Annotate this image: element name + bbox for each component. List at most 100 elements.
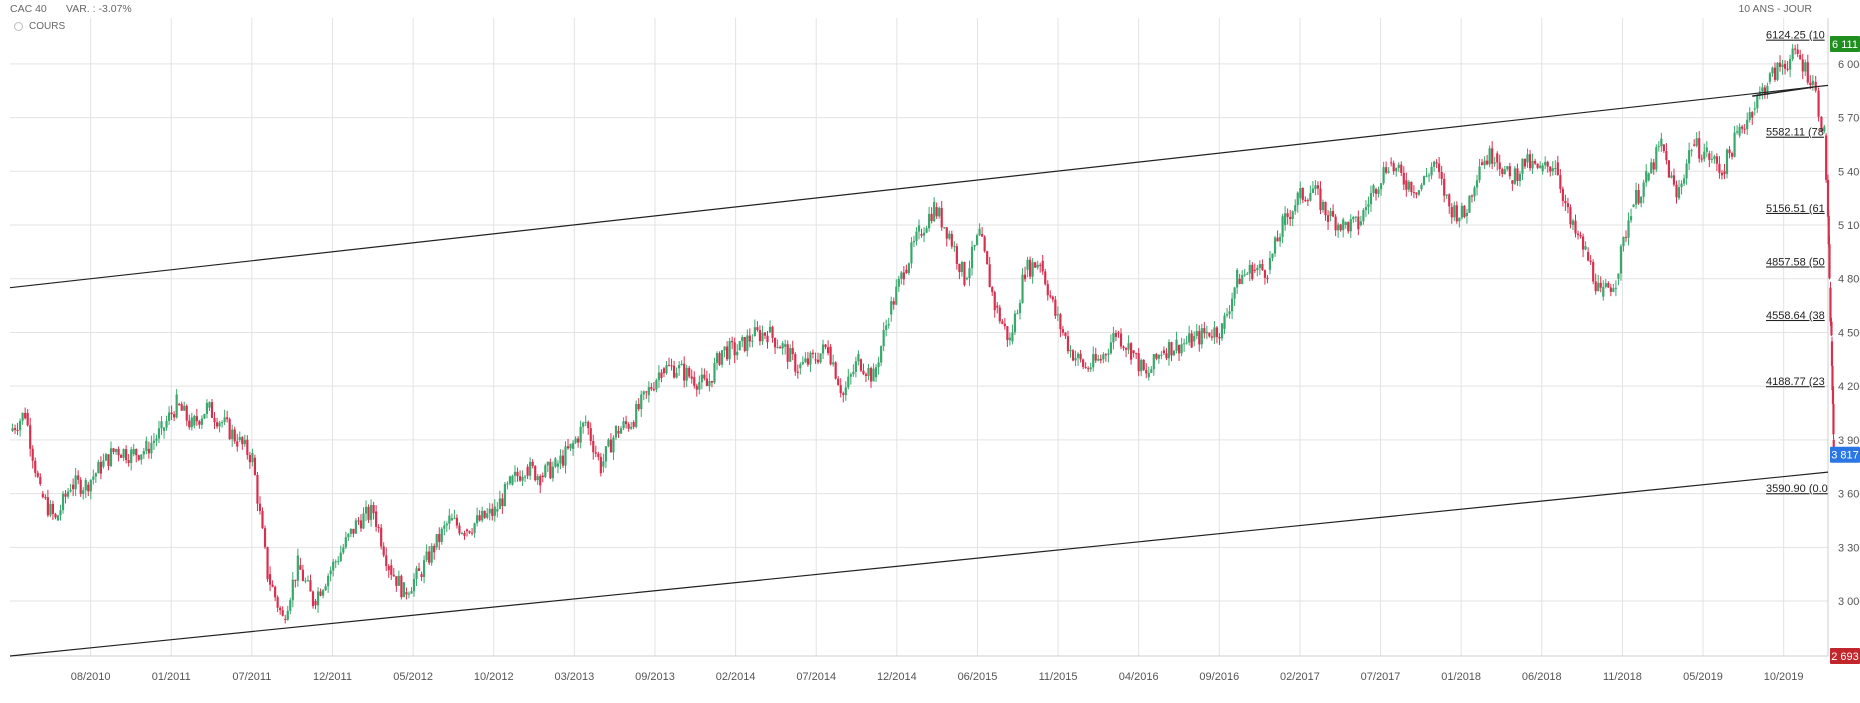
candle-body — [726, 346, 729, 360]
candle-body — [1642, 182, 1645, 197]
candle-body — [1811, 80, 1814, 85]
candle-body — [460, 532, 464, 534]
candle-body — [1612, 288, 1615, 292]
x-axis: 08/2010 01/2011 07/2011 12/2011 05/2012 10/20… — [71, 671, 1804, 683]
candle-body — [1531, 160, 1534, 169]
candle-body — [1289, 216, 1292, 219]
candle-body — [64, 493, 67, 497]
candle-body — [54, 513, 57, 518]
candle-body — [503, 484, 506, 507]
candle-body — [334, 561, 337, 563]
candle-body — [1574, 220, 1577, 234]
candle-body — [670, 365, 673, 367]
candle-body — [46, 497, 49, 516]
candle-body — [1607, 283, 1610, 288]
candle-body — [498, 498, 501, 510]
candle-body — [1698, 138, 1701, 159]
candle-body — [637, 403, 640, 410]
candle-body — [1180, 344, 1183, 354]
candle-body — [599, 456, 602, 474]
candle-body — [1397, 164, 1400, 168]
candle-body — [756, 327, 759, 331]
candle-body — [1069, 349, 1072, 352]
candle-body — [1480, 162, 1484, 166]
fib-level-label: 5582.11 (78 — [1766, 127, 1824, 139]
candle-body — [597, 453, 600, 457]
period-label[interactable]: 10 ANS - JOUR — [1738, 3, 1812, 15]
candle-body — [132, 449, 135, 455]
candle-body — [1145, 369, 1148, 374]
candle-body — [645, 391, 648, 393]
candle-body — [1021, 274, 1024, 303]
candle-body — [1385, 167, 1388, 173]
candle-body — [1672, 175, 1676, 185]
candle-body — [587, 421, 590, 429]
candle-body — [943, 227, 946, 229]
candle-body — [1266, 277, 1269, 280]
candle-body — [1804, 62, 1807, 72]
candle-body — [905, 269, 908, 273]
candle-body — [743, 336, 746, 351]
candle-body — [630, 426, 633, 429]
candle-body — [387, 566, 390, 571]
candle-body — [1488, 148, 1491, 165]
candle-body — [1011, 332, 1014, 342]
candle-body — [1541, 165, 1544, 172]
x-tick-label: 03/2013 — [554, 671, 594, 683]
candle-body — [1556, 162, 1559, 176]
candle-body — [1720, 172, 1724, 176]
candle-body — [1102, 354, 1105, 360]
candle-body — [771, 326, 774, 338]
candle-body — [938, 207, 941, 217]
candle-body — [1039, 264, 1042, 266]
candle-body — [1539, 165, 1542, 168]
candle-body — [710, 380, 714, 383]
candle-body — [289, 600, 292, 611]
candle-body — [1516, 168, 1519, 182]
candle-body — [508, 476, 512, 484]
candle-body — [284, 618, 287, 620]
candle-body — [1733, 132, 1736, 157]
x-tick-label: 05/2012 — [393, 671, 433, 683]
candle-body — [776, 347, 779, 349]
candle-body — [258, 503, 262, 511]
candle-body — [1104, 354, 1107, 356]
candle-body — [1508, 166, 1511, 177]
candle-body — [1314, 185, 1317, 190]
candle-body — [1576, 233, 1580, 235]
candle-body — [1690, 150, 1693, 152]
candle-body — [470, 532, 474, 534]
candle-body — [1831, 365, 1834, 391]
legend[interactable]: COURS — [14, 21, 65, 32]
candle-body — [579, 426, 582, 443]
candle-body — [1829, 287, 1832, 322]
candle-body — [243, 439, 246, 445]
candle-body — [1460, 205, 1463, 218]
candle-body — [162, 427, 166, 431]
candle-body — [1029, 259, 1032, 277]
candle-body — [1367, 204, 1370, 208]
candle-body — [92, 476, 95, 480]
candle-body — [1660, 138, 1663, 147]
candle-body — [1825, 135, 1828, 180]
candle-body — [380, 527, 383, 547]
candle-body — [1405, 180, 1408, 190]
x-tick-label: 06/2015 — [958, 671, 998, 683]
candle-body — [1175, 339, 1178, 351]
x-tick-label: 08/2010 — [71, 671, 111, 683]
candle-body — [306, 580, 310, 582]
candle-body — [811, 352, 815, 355]
candle-body — [1743, 128, 1746, 130]
candle-body — [1493, 162, 1496, 164]
candle-body — [1781, 64, 1784, 67]
candle-body — [1258, 264, 1261, 268]
candle-body — [1799, 54, 1802, 60]
candle-body — [1364, 207, 1368, 211]
candle-body — [920, 233, 923, 236]
candle-body — [1316, 185, 1320, 189]
candle-body — [347, 533, 350, 538]
candle-body — [1082, 359, 1085, 367]
candle-body — [854, 361, 857, 372]
legend-label: COURS — [29, 21, 66, 32]
